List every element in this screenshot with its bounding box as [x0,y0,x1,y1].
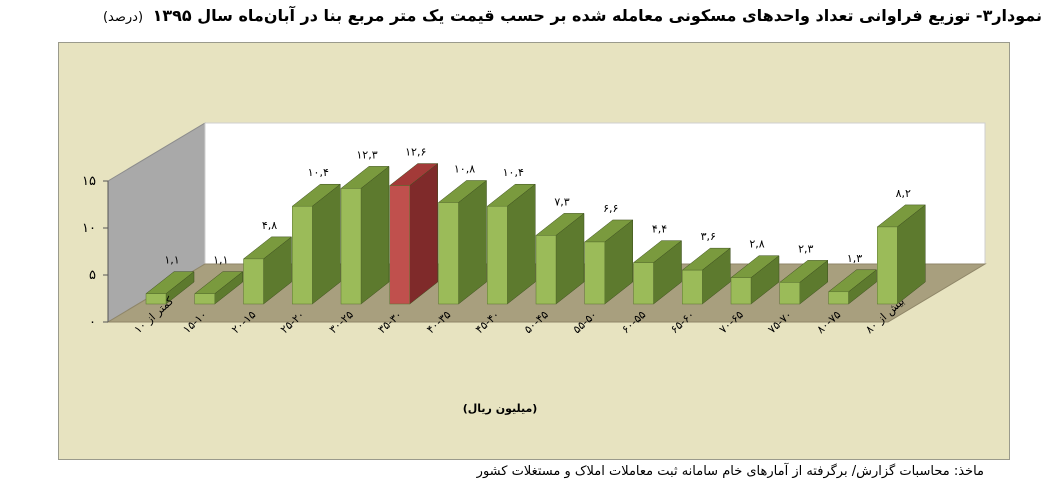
y-tick-label: ۰ [89,315,96,330]
bar-front [194,293,215,305]
bar-front [243,258,264,305]
bar-13 [779,259,829,305]
data-label: ۲,۳ [798,242,813,255]
data-label: ۱,۳ [847,252,862,265]
x-axis-title: (میلیون ریال) [463,402,538,415]
data-label: ۶,۶ [603,202,618,215]
data-label: ۴,۴ [652,223,667,236]
data-label: ۱,۱ [164,254,179,267]
bar-front [438,202,459,305]
data-label: ۱۲,۶ [405,146,426,159]
y-tick-label: ۵ [89,268,96,283]
data-label: ۲,۸ [749,238,764,251]
bar-6 [437,179,488,305]
bar-side [360,165,390,305]
data-label: ۸,۲ [896,187,911,200]
bar-front [633,262,654,305]
data-label: ۱,۱ [213,254,228,267]
bar-4 [340,165,390,305]
bar-front [877,226,898,305]
bar-1 [194,271,244,305]
bar-15 [876,204,926,305]
bar-front [487,205,508,305]
bar-side [409,163,438,305]
bar-front [145,293,167,305]
data-label: ۱۰,۴ [308,166,329,179]
bar-front [584,241,605,305]
bar-front [779,282,800,305]
bar-14 [827,269,878,305]
bar-9 [584,219,634,305]
source-note: ماخذ: محاسبات گزارش/ برگرفته از آمارهای … [476,464,984,479]
data-label: ۳,۶ [701,230,716,243]
chart-unit: (درصد) [102,10,144,25]
bar-11 [681,247,731,305]
bar-5 [389,163,439,305]
data-label: ۱۰,۸ [454,162,475,175]
bar-0 [145,271,195,305]
chart-title-text: نمودار۳- توزیع فراوانی تعداد واحدهای مسک… [152,6,1042,25]
bar-front [292,205,313,305]
y-tick-label: ۱۰ [82,221,96,236]
bar-front [340,188,362,305]
bar-12 [730,255,780,305]
bar-front [389,185,410,305]
data-label: ۱۲,۳ [356,148,377,161]
data-label: ۴,۸ [262,219,277,232]
bar-front [535,235,557,305]
bar-2 [242,236,293,305]
bar-10 [632,240,683,305]
bar-front [730,277,752,305]
bar-7 [486,183,536,305]
data-label: ۱۰,۴ [503,166,524,179]
bar-front [828,291,849,305]
chart-title: نمودار۳- توزیع فراوانی تعداد واحدهای مسک… [6,6,1042,32]
bar-3 [291,183,341,305]
bar-8 [535,212,585,305]
data-label: ۷,۳ [554,195,569,208]
bar-front [682,269,703,305]
y-tick-label: ۱۵ [82,174,96,189]
